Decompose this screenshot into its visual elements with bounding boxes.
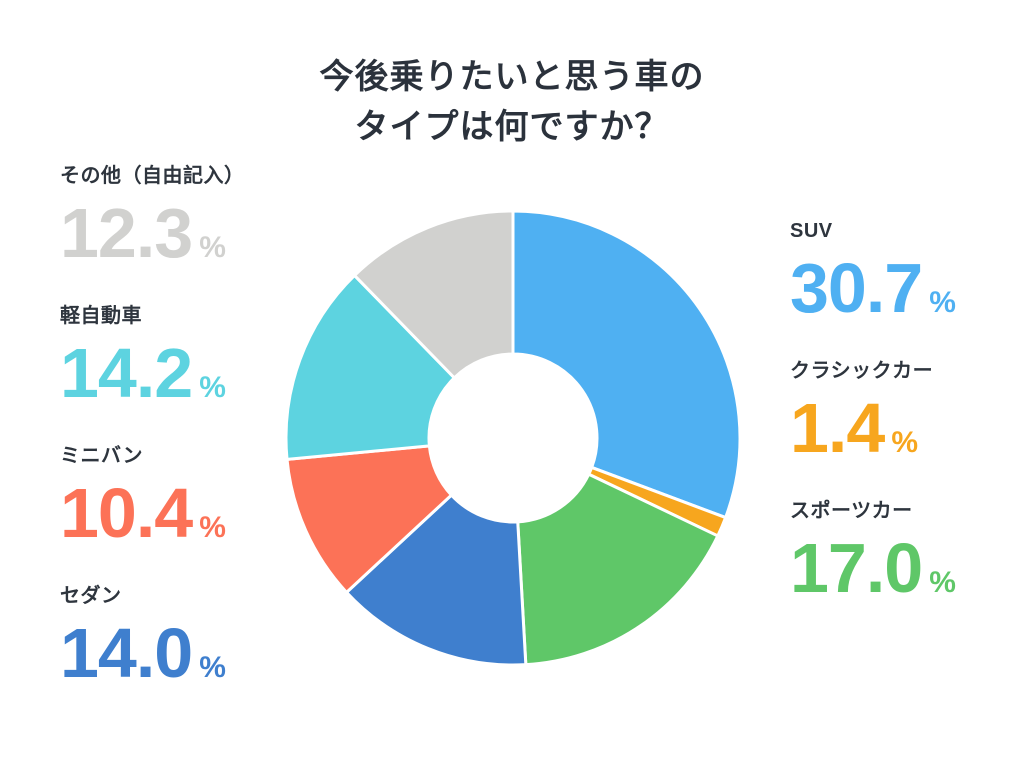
legend-value: 17.0% bbox=[790, 528, 1020, 608]
legend-value-number: 14.2 bbox=[60, 334, 193, 412]
legend-value: 12.3% bbox=[60, 193, 290, 273]
legend-value-number: 17.0 bbox=[790, 529, 923, 607]
legend-value: 14.2% bbox=[60, 333, 290, 413]
chart-title-line-2: タイプは何ですか？ bbox=[354, 108, 670, 146]
legend-value-number: 14.0 bbox=[60, 614, 193, 692]
legend-item: その他（自由記入） 12.3% bbox=[60, 163, 290, 303]
legend-value-number: 1.4 bbox=[790, 389, 885, 467]
legend-label: クラシックカー bbox=[790, 360, 934, 382]
legend-value: 1.4% bbox=[790, 388, 1020, 468]
legend-label: スポーツカー bbox=[790, 500, 913, 522]
legend-item: セダン 14.0% bbox=[60, 583, 290, 723]
legend-label: 軽自動車 bbox=[60, 305, 142, 327]
legend-item: クラシックカー 1.4% bbox=[790, 358, 1020, 498]
legend-left-column: その他（自由記入） 12.3% 軽自動車 14.2% ミニバン 10.4% セダン 14.0% bbox=[60, 163, 290, 723]
pie-slice-軽自動車 bbox=[284, 273, 456, 461]
percent-sign: % bbox=[929, 566, 956, 599]
legend-value-number: 30.7 bbox=[790, 249, 923, 327]
percent-sign: % bbox=[929, 286, 956, 319]
pie-slice-スポーツカー bbox=[516, 472, 720, 667]
chart-title-line-1: 今後乗りたいと思う車の bbox=[319, 58, 705, 96]
pie-slice-セダン bbox=[345, 493, 528, 667]
legend-value: 30.7% bbox=[790, 248, 1020, 328]
legend-value-number: 12.3 bbox=[60, 194, 193, 272]
legend-item: 軽自動車 14.2% bbox=[60, 303, 290, 443]
legend-label: その他（自由記入） bbox=[60, 165, 245, 187]
legend-item: スポーツカー 17.0% bbox=[790, 498, 1020, 638]
legend-label: セダン bbox=[60, 585, 122, 607]
legend-value-number: 10.4 bbox=[60, 474, 193, 552]
legend-value: 10.4% bbox=[60, 473, 290, 553]
legend-value: 14.0% bbox=[60, 613, 290, 693]
percent-sign: % bbox=[199, 231, 226, 264]
percent-sign: % bbox=[891, 426, 918, 459]
legend-label: SUV bbox=[790, 220, 833, 242]
pie-slice-その他（自由記入） bbox=[353, 209, 515, 380]
chart-title: 今後乗りたいと思う車の タイプは何ですか？ bbox=[0, 52, 1024, 152]
legend-right-column: SUV 30.7% クラシックカー 1.4% スポーツカー 17.0% bbox=[790, 218, 1020, 638]
legend-item: SUV 30.7% bbox=[790, 218, 1020, 358]
legend-label: ミニバン bbox=[60, 445, 143, 467]
percent-sign: % bbox=[199, 511, 226, 544]
percent-sign: % bbox=[199, 651, 226, 684]
percent-sign: % bbox=[199, 371, 226, 404]
legend-item: ミニバン 10.4% bbox=[60, 443, 290, 583]
pie-slice-SUV bbox=[511, 209, 742, 520]
